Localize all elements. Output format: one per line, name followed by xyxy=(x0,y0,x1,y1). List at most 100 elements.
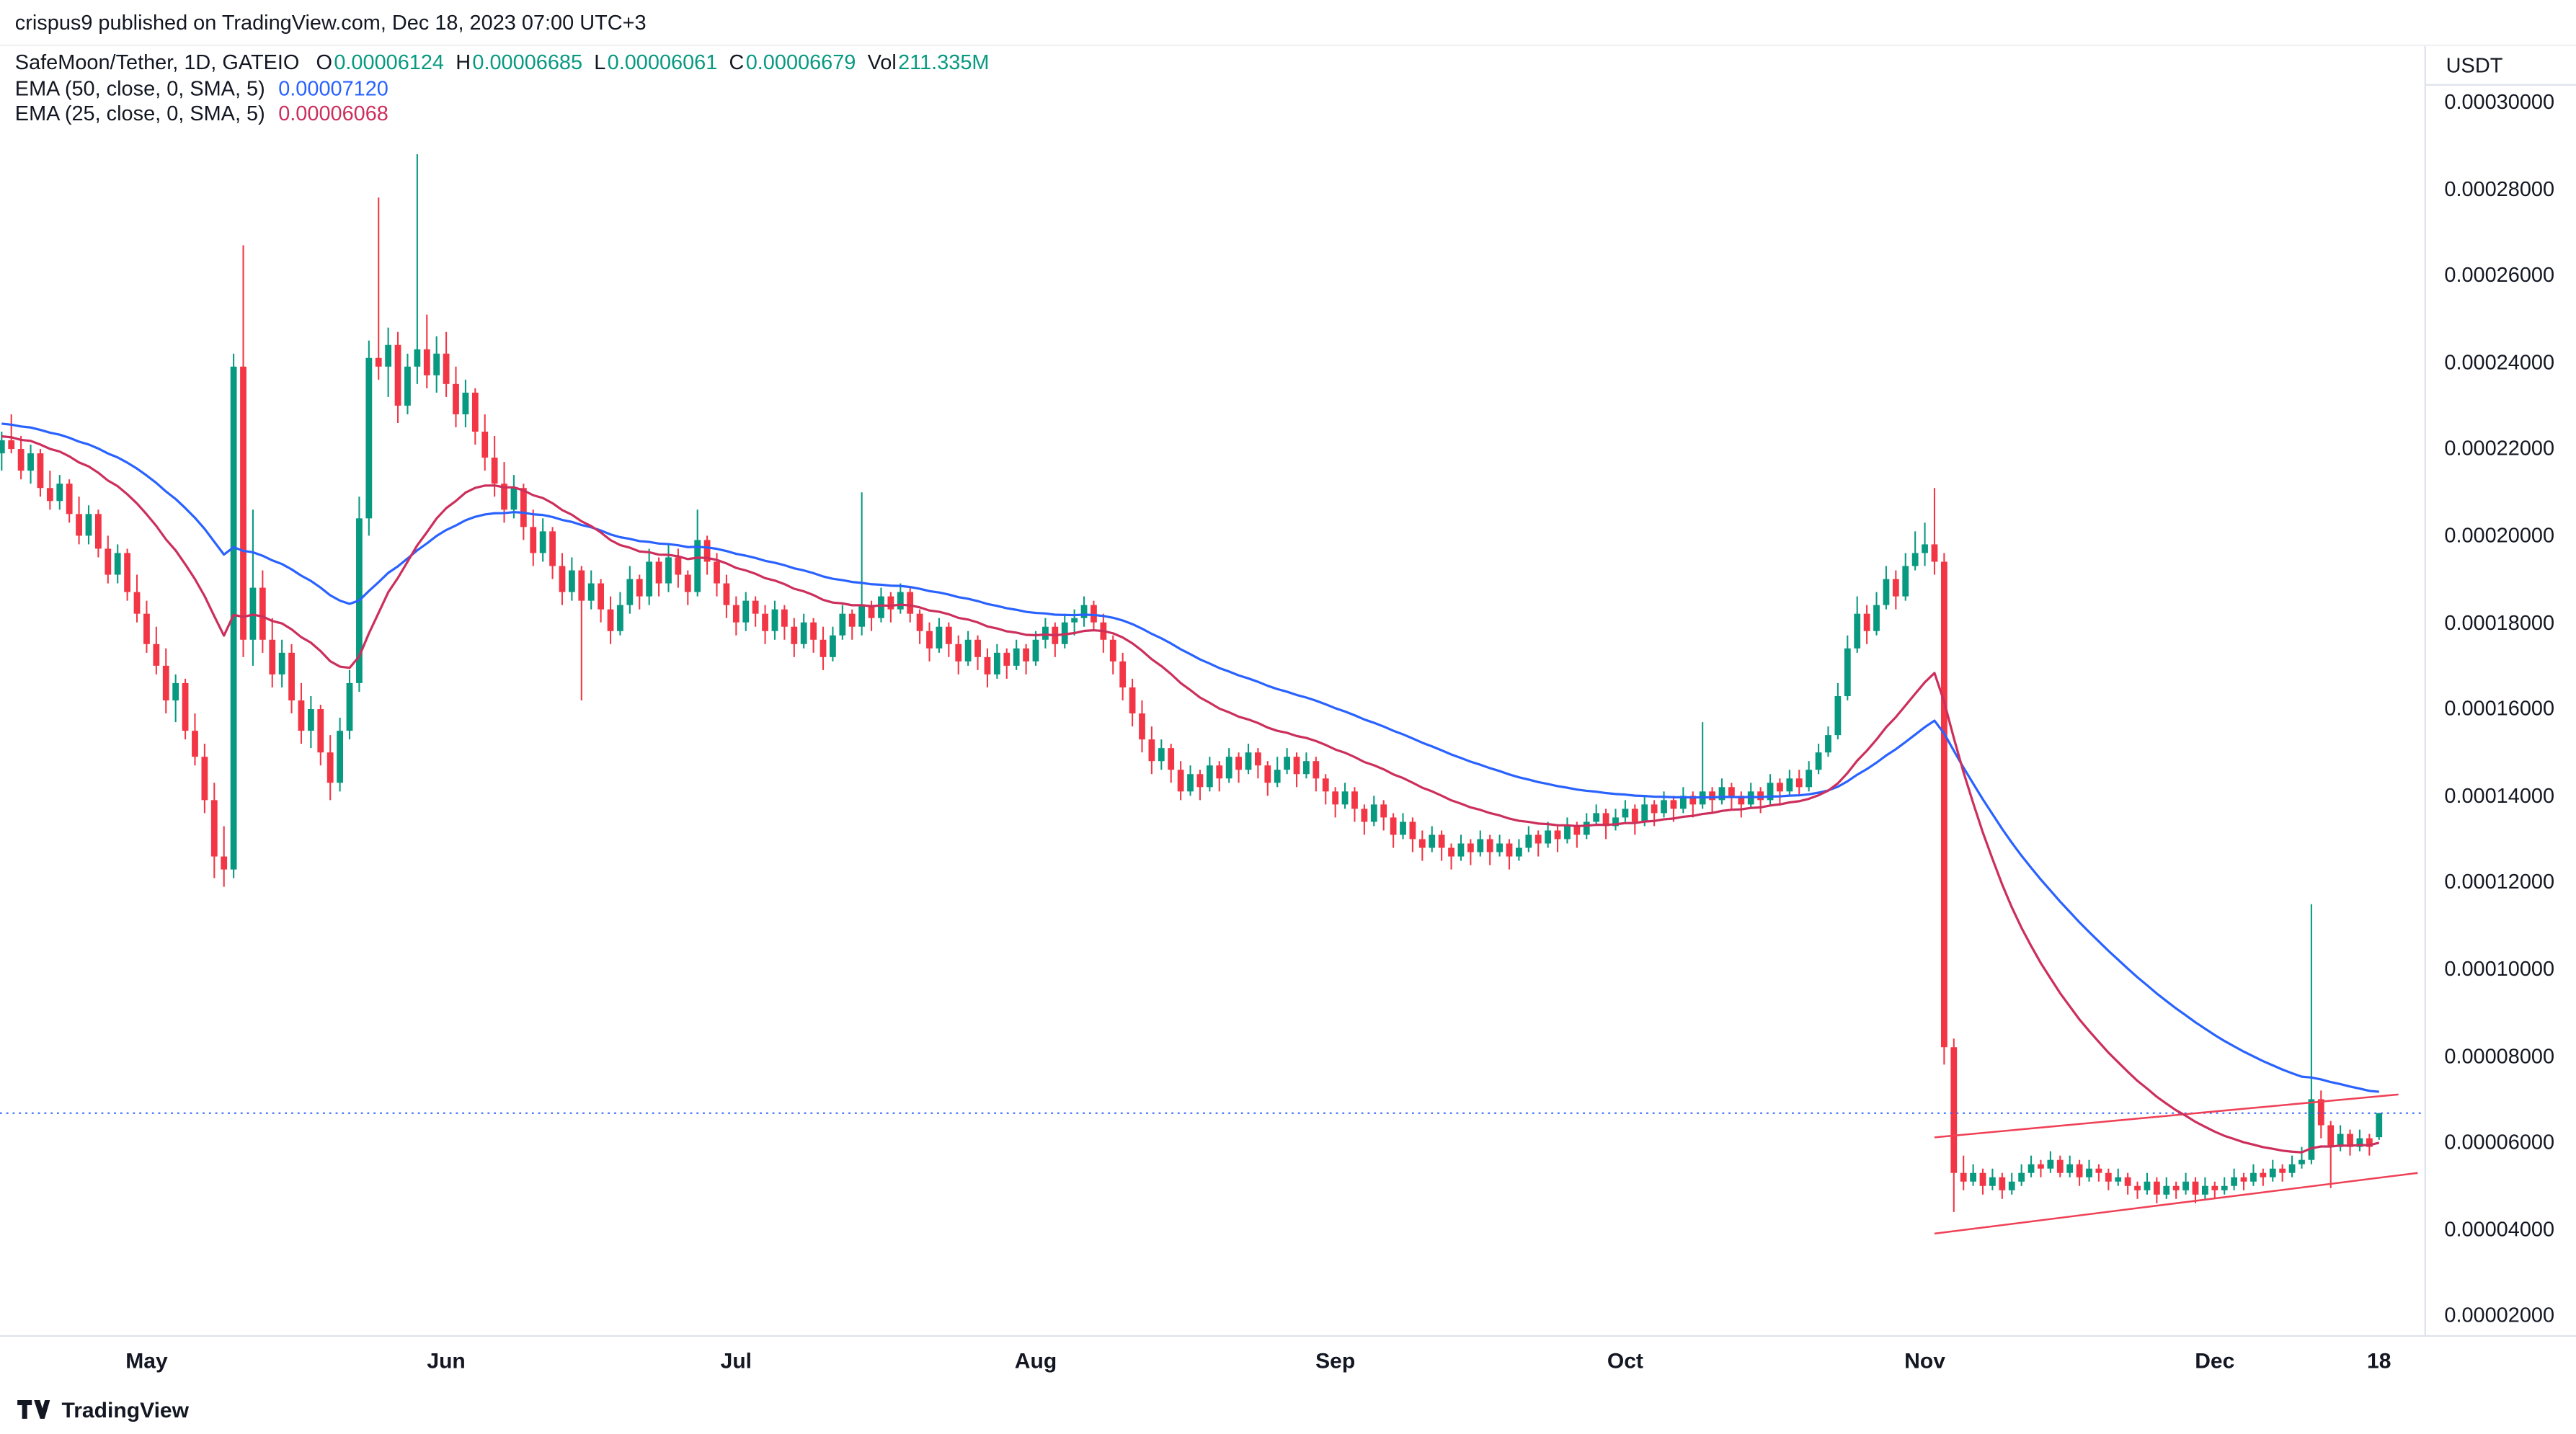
candle xyxy=(1274,757,1281,788)
candle xyxy=(414,154,421,384)
candle xyxy=(607,596,614,644)
candle xyxy=(1940,553,1947,1065)
candle xyxy=(2182,1172,2189,1195)
ema50-value: 0.00007120 xyxy=(278,76,388,100)
volume-value: Vol 211.335M xyxy=(867,51,990,75)
candle xyxy=(781,605,788,640)
candle xyxy=(2047,1151,2054,1173)
candle xyxy=(1873,592,1880,636)
candle xyxy=(143,600,150,653)
candle xyxy=(2269,1159,2276,1182)
ema25-label: EMA (25, close, 0, SMA, 5) xyxy=(14,102,265,126)
chart-canvas[interactable] xyxy=(0,0,2425,1335)
candle xyxy=(916,609,923,644)
candle xyxy=(423,314,430,388)
candle xyxy=(1854,596,1861,653)
ema50-legend-row[interactable]: EMA (50, close, 0, SMA, 5) 0.00007120 xyxy=(15,76,1001,102)
candle xyxy=(974,635,981,670)
candle xyxy=(288,643,295,714)
candle xyxy=(1757,787,1764,814)
candle xyxy=(2211,1181,2219,1199)
candle xyxy=(1777,778,1783,805)
candle xyxy=(1370,796,1377,827)
candle xyxy=(1661,791,1667,818)
candle xyxy=(1119,652,1127,700)
candle xyxy=(1950,1038,1958,1212)
candle xyxy=(2356,1129,2363,1152)
candle xyxy=(1496,834,1503,857)
candle xyxy=(2327,1121,2335,1188)
candle xyxy=(723,574,730,618)
candle xyxy=(2056,1155,2064,1177)
ema25-legend-row[interactable]: EMA (25, close, 0, SMA, 5) 0.00006068 xyxy=(15,102,1001,128)
candle xyxy=(172,674,179,723)
candle xyxy=(278,639,285,687)
candle xyxy=(2260,1168,2267,1186)
candle xyxy=(1834,682,1842,740)
time-axis-label: Oct xyxy=(1607,1348,1643,1373)
candle xyxy=(471,388,479,445)
candle xyxy=(221,826,228,887)
candle xyxy=(1071,609,1078,636)
candle xyxy=(1545,821,1552,848)
candle xyxy=(162,648,169,714)
candle xyxy=(1216,761,1223,792)
trendline-wedge-upper[interactable] xyxy=(1934,1093,2399,1139)
candle xyxy=(1003,648,1011,679)
candle xyxy=(945,622,952,657)
candle xyxy=(791,618,798,657)
candle xyxy=(1129,678,1136,727)
time-axis-label: Jul xyxy=(720,1348,752,1373)
candle xyxy=(1418,830,1426,861)
candle xyxy=(2163,1177,2170,1199)
candle xyxy=(771,600,778,640)
candle xyxy=(76,496,82,545)
low-value: L 0.00006061 xyxy=(594,51,718,75)
candle xyxy=(1970,1164,1976,1186)
price-axis[interactable]: USDT xyxy=(2424,46,2576,1335)
time-axis-label: Sep xyxy=(1315,1348,1356,1373)
candle xyxy=(1883,566,1890,610)
candle xyxy=(105,535,112,584)
trendline-wedge-lower[interactable] xyxy=(1934,1172,2418,1235)
candle xyxy=(1815,744,1822,775)
candle xyxy=(1361,804,1368,835)
candle xyxy=(1709,787,1715,814)
candle xyxy=(2337,1125,2344,1152)
tradingview-logo-icon[interactable] xyxy=(17,1399,50,1420)
candle xyxy=(2279,1164,2286,1182)
candle xyxy=(1699,722,1706,809)
candle xyxy=(404,353,411,414)
candle xyxy=(1100,613,1107,653)
candle xyxy=(1293,752,1300,788)
candle xyxy=(433,336,440,393)
candle xyxy=(830,626,836,662)
candle xyxy=(1622,800,1629,822)
candle xyxy=(2028,1155,2035,1177)
candle xyxy=(2240,1172,2247,1190)
candle xyxy=(1960,1155,1967,1190)
candle xyxy=(1052,622,1059,657)
candle xyxy=(1535,830,1542,857)
candle xyxy=(2066,1155,2074,1177)
candle xyxy=(1593,804,1600,827)
candle xyxy=(124,548,131,601)
candle xyxy=(153,626,160,674)
candle xyxy=(1516,839,1522,861)
candle xyxy=(1689,791,1697,818)
symbol-title[interactable]: SafeMoon/Tether, 1D, GATEIO xyxy=(14,51,300,75)
symbol-legend-row[interactable]: SafeMoon/Tether, 1D, GATEIO O 0.00006124 … xyxy=(15,51,1001,76)
candle xyxy=(742,592,750,631)
candle xyxy=(8,414,15,454)
candle xyxy=(2202,1177,2208,1199)
candle xyxy=(1863,605,1870,644)
candle xyxy=(1979,1168,1986,1195)
candle xyxy=(2105,1168,2112,1190)
time-axis[interactable]: May Jun Jul Aug Sep Oct Nov Dec 18 xyxy=(0,1335,2576,1385)
candle xyxy=(617,592,623,636)
candle xyxy=(1245,744,1252,775)
brand-text[interactable]: TradingView xyxy=(61,1397,190,1422)
candle xyxy=(462,379,469,427)
open-value: O 0.00006124 xyxy=(316,51,445,75)
candle xyxy=(2076,1159,2083,1186)
